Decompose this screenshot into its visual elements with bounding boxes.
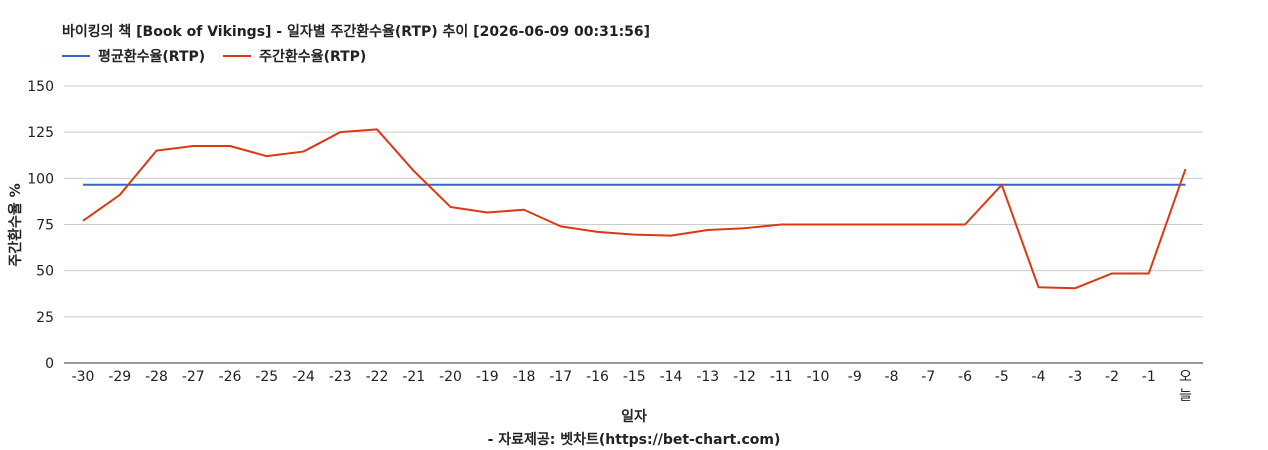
y-tick-label: 25 [36,310,54,326]
y-tick-label: 0 [45,356,54,372]
x-tick-label: -5 [995,369,1009,385]
legend-label-weekly: 주간환수율(RTP) [259,49,367,65]
x-tick-label: -13 [696,369,719,385]
source-credit: - 자료제공: 벳차트(https://bet-chart.com) [487,432,781,448]
y-tick-label: 100 [27,171,54,187]
x-tick-label: -24 [292,369,315,385]
x-tick-label: -27 [182,369,205,385]
x-tick-label: -15 [623,369,646,385]
x-axis-label: 일자 [621,409,647,425]
x-tick-label: -18 [513,369,536,385]
y-tick-label: 50 [36,264,54,280]
x-tick-label: -12 [733,369,756,385]
y-tick-label: 125 [27,125,54,141]
legend-item-weekly[interactable]: 주간환수율(RTP) [223,46,366,66]
legend-swatch-average [62,55,90,57]
x-tick-label: -20 [439,369,462,385]
x-tick-label: -8 [885,369,899,385]
x-tick-label: -26 [219,369,242,385]
x-tick-label: -7 [921,369,935,385]
x-tick-label: -3 [1068,369,1082,385]
y-axis-label: 주간환수율 % [7,183,24,266]
x-tick-label: -30 [72,369,95,385]
x-tick-label: -23 [329,369,352,385]
legend-swatch-weekly [223,55,252,57]
y-tick-label: 150 [27,79,54,95]
x-tick-label: -16 [586,369,609,385]
chart-title: 바이킹의 책 [Book of Vikings] - 일자별 주간환수율(RTP… [62,24,651,40]
y-tick-label: 75 [36,218,54,234]
x-tick-label: -9 [848,369,862,385]
x-tick-label: -22 [366,369,389,385]
x-tick-label: -2 [1105,369,1119,385]
x-tick-label: -6 [958,369,972,385]
legend: 평균환수율(RTP) 주간환수율(RTP) [62,46,366,66]
x-tick-label: -4 [1032,369,1046,385]
x-tick-label: -10 [807,369,830,385]
x-tick-label: -21 [402,369,425,385]
x-tick-label: -28 [145,369,168,385]
x-tick-label: -29 [108,369,131,385]
x-tick-label: -14 [660,369,683,385]
x-tick-label: -17 [549,369,572,385]
legend-item-average[interactable]: 평균환수율(RTP) [62,46,205,66]
x-tick-label: -11 [770,369,793,385]
legend-label-average: 평균환수율(RTP) [98,49,206,65]
x-tick-label: -19 [476,369,499,385]
x-tick-label: -1 [1142,369,1156,385]
x-tick-label: -25 [255,369,278,385]
series-line-weekly [82,128,1187,290]
x-tick-label: 오 [1179,369,1192,385]
x-tick-label: 늘 [1179,388,1192,404]
